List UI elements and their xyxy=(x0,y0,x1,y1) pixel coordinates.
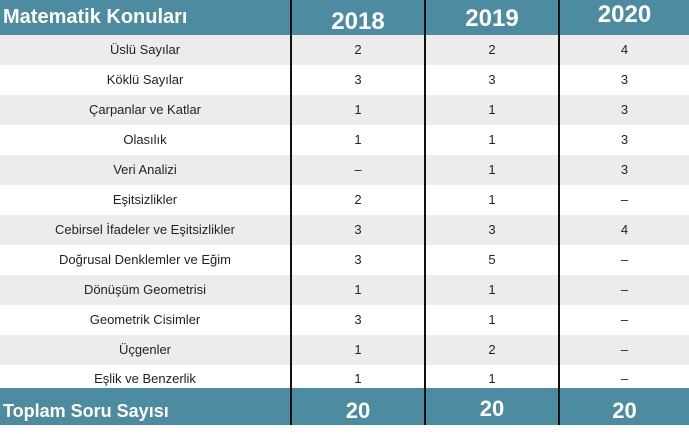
header-year-2020: 2020 xyxy=(597,1,652,28)
row-topic: Eşitsizlikler xyxy=(112,192,178,207)
table-footer: Toplam Soru Sayısı 20 20 20 xyxy=(0,388,689,425)
table-row: Olasılık 1 1 3 xyxy=(0,125,689,155)
row-value-2019: 3 xyxy=(488,222,496,237)
table-row: Geometrik Cisimler 3 1 – xyxy=(0,305,689,335)
footer-total-2019: 20 xyxy=(479,396,505,421)
table-row: Eşitsizlikler 2 1 – xyxy=(0,185,689,215)
row-value-2018: 1 xyxy=(354,132,362,147)
row-value-2019: 2 xyxy=(488,342,496,357)
footer-label: Toplam Soru Sayısı xyxy=(3,401,169,421)
row-value-2020: 3 xyxy=(620,102,629,117)
row-topic: Doğrusal Denklemler ve Eğim xyxy=(59,252,231,267)
column-divider xyxy=(424,0,426,425)
footer-total-2018: 20 xyxy=(345,398,371,423)
row-value-2018: 3 xyxy=(354,222,362,237)
row-value-2018: 3 xyxy=(354,252,362,267)
row-value-2019: 1 xyxy=(488,162,496,177)
row-value-2018: 1 xyxy=(354,342,362,357)
row-topic: Veri Analizi xyxy=(113,162,177,177)
row-value-2020: – xyxy=(620,192,629,207)
table-row: Dönüşüm Geometrisi 1 1 – xyxy=(0,275,689,305)
row-value-2020: 3 xyxy=(620,162,629,177)
column-divider xyxy=(290,0,292,425)
header-topic: Matematik Konuları xyxy=(3,6,188,28)
table-row: Çarpanlar ve Katlar 1 1 3 xyxy=(0,95,689,125)
row-value-2018: 3 xyxy=(354,72,362,87)
row-value-2019: 1 xyxy=(488,102,496,117)
row-value-2020: – xyxy=(620,252,629,267)
row-value-2019: 1 xyxy=(488,371,496,386)
row-topic: Çarpanlar ve Katlar xyxy=(89,102,201,117)
row-value-2019: 3 xyxy=(488,72,496,87)
table-row: Veri Analizi – 1 3 xyxy=(0,155,689,185)
row-value-2019: 1 xyxy=(488,192,496,207)
row-value-2020: – xyxy=(620,371,629,386)
row-topic: Üçgenler xyxy=(118,342,172,357)
table-row: Cebirsel İfadeler ve Eşitsizlikler 3 3 4 xyxy=(0,215,689,245)
table-row: Eşlik ve Benzerlik 1 1 – xyxy=(0,365,689,388)
footer-total-2020: 20 xyxy=(612,398,637,423)
row-value-2020: 3 xyxy=(620,72,629,87)
row-value-2020: – xyxy=(620,282,629,297)
row-value-2018: 1 xyxy=(354,282,362,297)
row-value-2020: 3 xyxy=(620,132,629,147)
topics-table: Matematik Konuları 2018 2019 2020 Üslü S… xyxy=(0,0,689,425)
row-value-2018: 2 xyxy=(354,42,362,57)
row-topic: Geometrik Cisimler xyxy=(89,312,201,327)
row-value-2019: 1 xyxy=(488,282,496,297)
row-value-2019: 1 xyxy=(488,312,496,327)
row-value-2018: 3 xyxy=(354,312,362,327)
row-topic: Dönüşüm Geometrisi xyxy=(83,282,207,297)
header-year-2019: 2019 xyxy=(465,5,519,32)
table-header: Matematik Konuları 2018 2019 2020 xyxy=(0,0,689,35)
row-value-2020: – xyxy=(620,342,629,357)
header-year-2018: 2018 xyxy=(331,8,385,35)
table-row: Köklü Sayılar 3 3 3 xyxy=(0,65,689,95)
column-divider xyxy=(558,0,560,425)
row-topic: Üslü Sayılar xyxy=(109,42,181,57)
row-topic: Köklü Sayılar xyxy=(106,72,184,87)
row-value-2020: – xyxy=(620,312,629,327)
table-row: Üslü Sayılar 2 2 4 xyxy=(0,35,689,65)
row-topic: Cebirsel İfadeler ve Eşitsizlikler xyxy=(55,222,235,237)
row-value-2018: 1 xyxy=(354,371,362,386)
row-topic: Olasılık xyxy=(123,132,167,147)
row-value-2019: 1 xyxy=(488,132,496,147)
row-value-2020: 4 xyxy=(620,42,629,57)
table-row: Doğrusal Denklemler ve Eğim 3 5 – xyxy=(0,245,689,275)
row-value-2018: 1 xyxy=(354,102,362,117)
row-value-2018: 2 xyxy=(354,192,362,207)
row-topic: Eşlik ve Benzerlik xyxy=(94,371,196,386)
row-value-2019: 2 xyxy=(488,42,496,57)
row-value-2019: 5 xyxy=(488,252,496,267)
table-row: Üçgenler 1 2 – xyxy=(0,335,689,365)
row-value-2018: – xyxy=(354,162,362,177)
row-value-2020: 4 xyxy=(620,222,629,237)
